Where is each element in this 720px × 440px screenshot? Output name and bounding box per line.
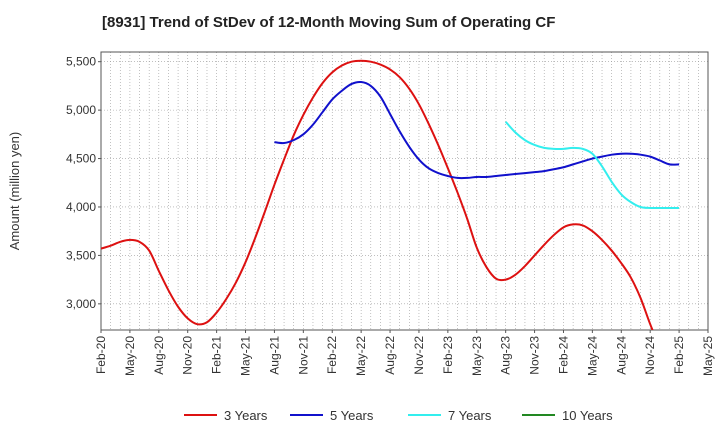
y-tick-label: 3,500 [66,248,96,262]
x-tick-label: May-23 [470,336,484,376]
x-tick-label: Feb-25 [672,336,686,374]
y-tick-label: 4,500 [66,152,96,166]
x-tick-label: Feb-21 [210,336,224,374]
x-tick-label: May-20 [123,336,137,376]
x-tick-label: May-22 [354,336,368,376]
y-tick-labels: 3,000 3,500 4,000 4,500 5,000 5,500 [66,55,101,311]
x-tick-label: Aug-20 [152,336,166,375]
x-tick-label: Nov-22 [412,336,426,375]
y-tick-label: 5,000 [66,103,96,117]
plot-area [100,51,709,331]
x-tick-label: Aug-24 [614,336,628,375]
y-axis-label: Amount (million yen) [7,132,22,251]
x-tick-label: Nov-20 [181,336,195,375]
chart-title: [8931] Trend of StDev of 12-Month Moving… [102,14,555,31]
y-tick-label: 5,500 [66,55,96,69]
series-line-7-years [504,121,680,210]
grid [101,52,708,330]
legend-label-10-years: 10 Years [562,408,613,423]
x-tick-label: Aug-22 [383,336,397,375]
x-tick-label: May-25 [701,336,715,376]
legend-label-3-years: 3 Years [224,408,268,423]
x-tick-label: Feb-24 [556,336,570,374]
x-tick-label: May-24 [585,336,599,376]
x-tick-label: May-21 [239,336,253,376]
series-line-3-years [101,59,654,330]
legend-label-7-years: 7 Years [448,408,492,423]
x-tick-label: Feb-23 [441,336,455,374]
x-tick-label: Feb-22 [325,336,339,374]
legend: 3 Years 5 Years 7 Years 10 Years [184,408,613,423]
x-tick-label: Aug-23 [499,336,513,375]
x-tick-label: Nov-23 [528,336,542,375]
y-tick-label: 3,000 [66,297,96,311]
x-tick-label: Feb-20 [94,336,108,374]
x-tick-labels: Feb-20 May-20 Aug-20 Nov-20 Feb-21 May-21 Aug-… [94,330,715,376]
x-tick-label: Nov-24 [643,336,657,375]
x-tick-label: Aug-21 [267,336,281,375]
series-lines [101,59,680,330]
x-tick-label: Nov-21 [296,336,310,375]
legend-label-5-years: 5 Years [330,408,374,423]
series-line-5-years [274,80,680,180]
y-tick-label: 4,000 [66,200,96,214]
